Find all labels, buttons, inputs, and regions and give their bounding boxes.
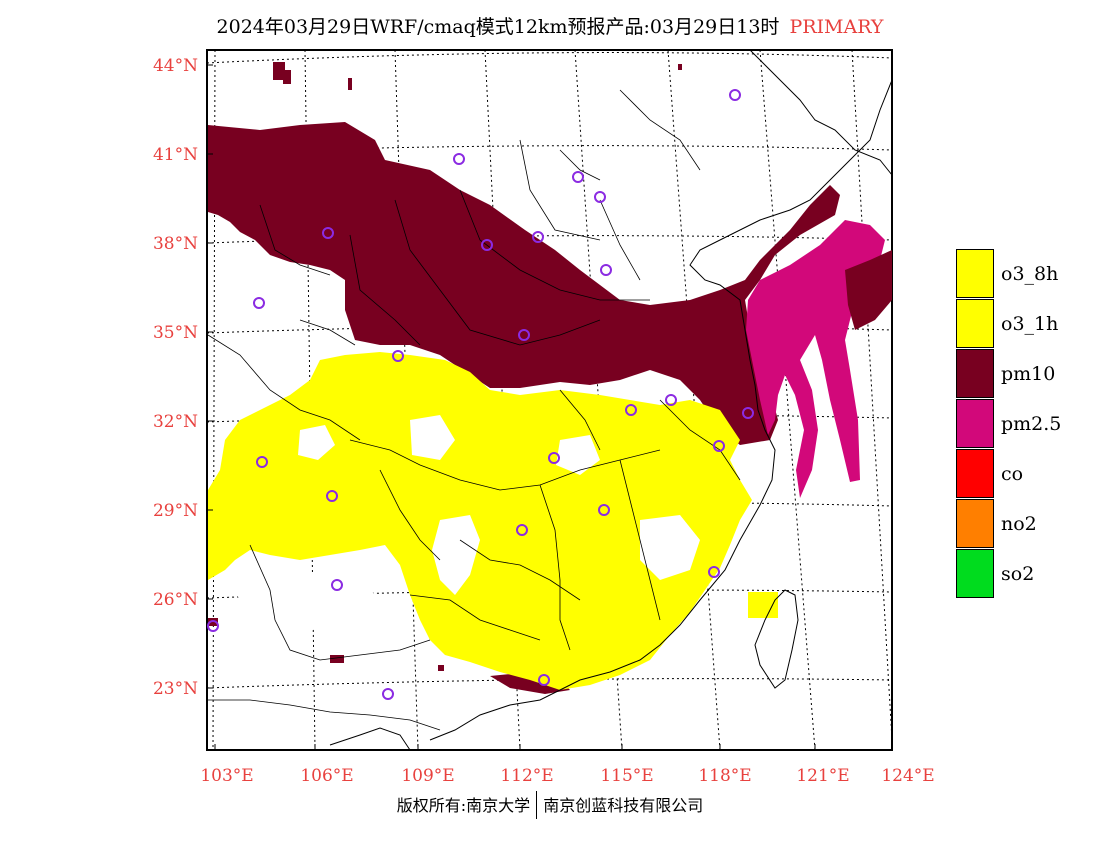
legend-swatch (956, 249, 994, 298)
lon-label: 106°E (300, 766, 354, 786)
lon-label: 115°E (600, 766, 654, 786)
legend-label: o3_8h (1001, 263, 1059, 285)
legend-label: no2 (1001, 513, 1037, 535)
o3-gap (410, 415, 455, 460)
pm10-east (845, 250, 892, 330)
legend-label: o3_1h (1001, 313, 1059, 335)
lon-label: 103°E (200, 766, 254, 786)
legend-swatch (956, 549, 994, 598)
o3-gap (298, 425, 335, 460)
lon-label: 124°E (881, 766, 935, 786)
o3-gap (640, 515, 700, 580)
lat-label: 41°N (152, 145, 198, 165)
legend-swatch (956, 499, 994, 548)
title-tag: PRIMARY (789, 16, 884, 38)
legend-label: co (1001, 463, 1024, 485)
pm10-spot (273, 62, 285, 80)
o3-gap (432, 515, 480, 595)
pm10-spot (678, 64, 682, 70)
legend-label: pm10 (1001, 363, 1056, 385)
lat-label: 44°N (152, 56, 198, 76)
lat-label: 35°N (152, 323, 198, 343)
pm10-spot (330, 655, 344, 663)
copyright-footer: 版权所有:南京大学 南京创蓝科技有限公司 (0, 791, 1100, 819)
lat-label: 38°N (152, 234, 198, 254)
lon-label: 121°E (796, 766, 850, 786)
lat-label: 29°N (152, 501, 198, 521)
lat-label: 26°N (152, 590, 198, 610)
legend-swatch (956, 449, 994, 498)
legend-swatch (956, 299, 994, 348)
footer-divider (536, 791, 538, 819)
lon-label: 112°E (500, 766, 554, 786)
pm10-region (208, 122, 840, 445)
legend-label: so2 (1001, 563, 1035, 585)
legend-swatch (956, 399, 994, 448)
hainan-outline (329, 727, 411, 751)
copyright-right: 南京创蓝科技有限公司 (543, 796, 704, 815)
taiwan-outline (754, 589, 799, 689)
pm10-spot (283, 70, 291, 84)
pm10-spot (438, 665, 444, 671)
axis-ticks (207, 64, 893, 750)
province-boundaries (207, 89, 741, 731)
copyright-left: 版权所有:南京大学 (396, 796, 531, 815)
lat-label: 23°N (152, 679, 198, 699)
legend-label: pm2.5 (1001, 413, 1062, 435)
pm10-spot (348, 78, 352, 90)
o3-gap (556, 435, 600, 475)
lat-label: 32°N (152, 412, 198, 432)
legend-swatch (956, 349, 994, 398)
map-title: 2024年03月29日WRF/cmaq模式12km预报产品:03月29日13时 P… (0, 12, 1100, 39)
station-markers (207, 89, 754, 700)
o3-gap (225, 565, 385, 650)
coastline (429, 79, 893, 741)
o3-region (208, 352, 752, 690)
o3-spot (748, 592, 778, 618)
lon-label: 118°E (698, 766, 752, 786)
northeast-border (749, 49, 893, 176)
lon-label: 109°E (401, 766, 455, 786)
title-main: 2024年03月29日WRF/cmaq模式12km预报产品:03月29日13时 (216, 16, 780, 38)
